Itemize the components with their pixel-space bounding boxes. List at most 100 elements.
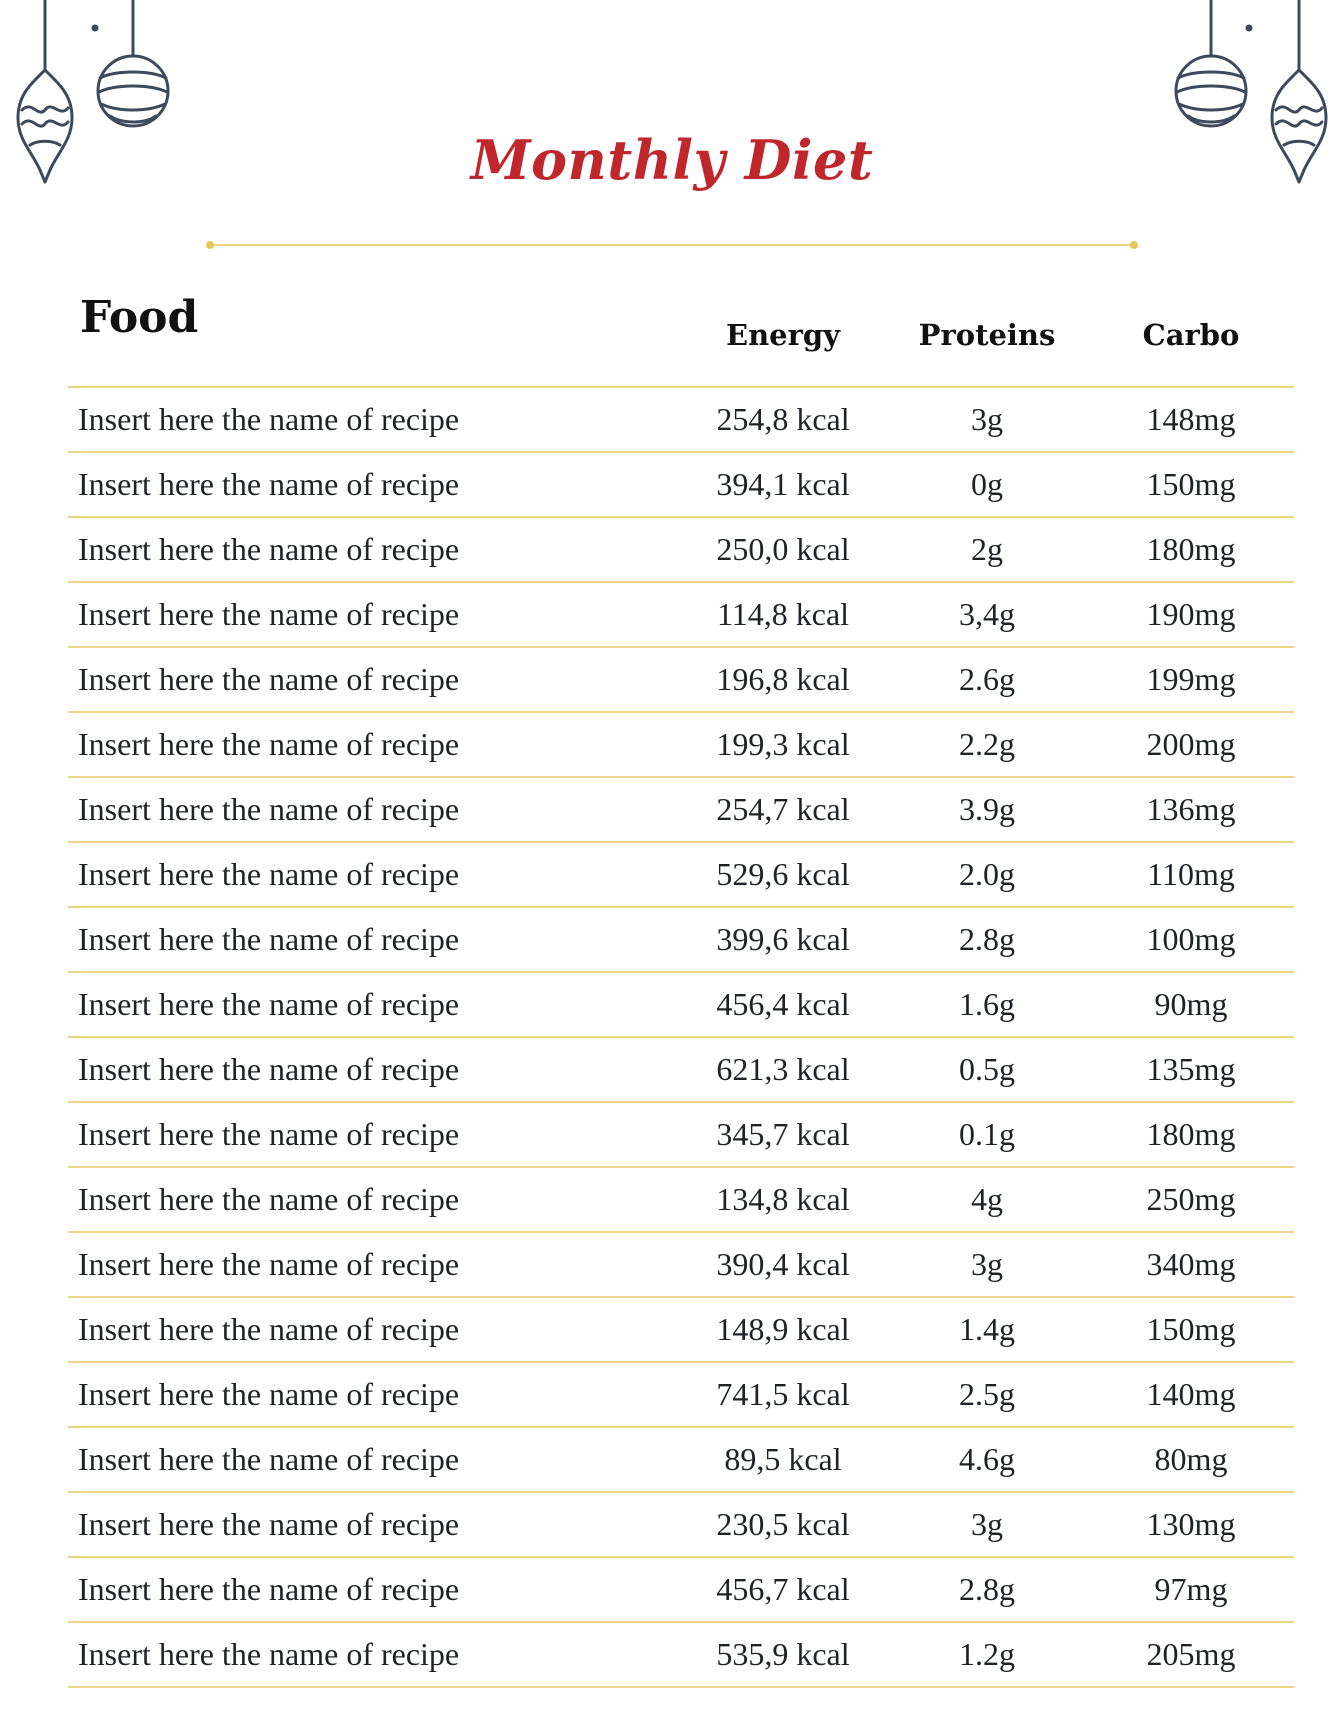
proteins-cell: 0g — [971, 466, 1003, 502]
proteins-cell: 4g — [971, 1181, 1003, 1217]
energy-cell: 456,7 kcal — [716, 1571, 850, 1607]
carbo-cell: 90mg — [1154, 986, 1228, 1022]
recipe-name-cell: Insert here the name of recipe — [78, 1376, 460, 1412]
energy-cell: 114,8 kcal — [716, 596, 850, 632]
energy-cell: 254,7 kcal — [716, 791, 850, 827]
table-row: Insert here the name of recipe 456,4 kcal… — [68, 973, 1294, 1038]
carbo-cell: 340mg — [1146, 1246, 1236, 1282]
carbo-cell: 180mg — [1146, 531, 1236, 567]
column-header-energy: Energy — [725, 318, 841, 352]
energy-cell: 390,4 kcal — [716, 1246, 850, 1282]
energy-cell: 134,8 kcal — [716, 1181, 850, 1217]
proteins-cell: 3,4g — [959, 596, 1015, 632]
table-row: Insert here the name of recipe 250,0 kcal… — [68, 518, 1294, 583]
energy-cell: 456,4 kcal — [716, 986, 850, 1022]
table-row: Insert here the name of recipe 230,5 kcal… — [68, 1493, 1294, 1558]
table-row: Insert here the name of recipe 456,7 kcal… — [68, 1558, 1294, 1623]
table-row: Insert here the name of recipe 114,8 kcal… — [68, 583, 1294, 648]
table-row: Insert here the name of recipe 134,8 kcal… — [68, 1168, 1294, 1233]
proteins-cell: 3g — [971, 401, 1003, 437]
carbo-cell: 199mg — [1146, 661, 1236, 697]
christmas-ornaments-right-icon — [1174, 0, 1328, 184]
carbo-cell: 150mg — [1146, 1311, 1236, 1347]
carbo-cell: 140mg — [1146, 1376, 1236, 1412]
proteins-cell: 2.6g — [959, 661, 1015, 697]
proteins-cell: 2.2g — [959, 726, 1015, 762]
table-row: Insert here the name of recipe 148,9 kcal… — [68, 1298, 1294, 1363]
table-row: Insert here the name of recipe 394,1 kcal… — [68, 453, 1294, 518]
carbo-cell: 130mg — [1146, 1506, 1236, 1542]
energy-cell: 89,5 kcal — [724, 1441, 842, 1477]
table-row: Insert here the name of recipe 199,3 kcal… — [68, 713, 1294, 778]
recipe-name-cell: Insert here the name of recipe — [78, 1571, 460, 1607]
energy-cell: 535,9 kcal — [716, 1636, 850, 1672]
table-row: Insert here the name of recipe 89,5 kcal 4… — [68, 1428, 1294, 1493]
carbo-cell: 80mg — [1154, 1441, 1228, 1477]
column-header-proteins: Proteins — [918, 318, 1056, 352]
proteins-cell: 2.5g — [959, 1376, 1015, 1412]
carbo-cell: 135mg — [1146, 1051, 1236, 1087]
carbo-cell: 205mg — [1146, 1636, 1236, 1672]
column-header-food: Food — [80, 292, 199, 343]
energy-cell: 345,7 kcal — [716, 1116, 850, 1152]
carbo-cell: 97mg — [1154, 1571, 1228, 1607]
recipe-name-cell: Insert here the name of recipe — [78, 856, 460, 892]
recipe-name-cell: Insert here the name of recipe — [78, 1636, 460, 1672]
proteins-cell: 3.9g — [959, 791, 1015, 827]
energy-cell: 741,5 kcal — [716, 1376, 850, 1412]
proteins-cell: 3g — [971, 1506, 1003, 1542]
carbo-cell: 148mg — [1146, 401, 1236, 437]
diet-table: Insert here the name of recipe 254,8 kcal… — [68, 386, 1294, 1688]
proteins-cell: 1.2g — [959, 1636, 1015, 1672]
christmas-ornaments-left-icon — [16, 0, 170, 184]
energy-cell: 621,3 kcal — [716, 1051, 850, 1087]
recipe-name-cell: Insert here the name of recipe — [78, 1441, 460, 1477]
table-row: Insert here the name of recipe 196,8 kcal… — [68, 648, 1294, 713]
recipe-name-cell: Insert here the name of recipe — [78, 986, 460, 1022]
carbo-cell: 250mg — [1146, 1181, 1236, 1217]
recipe-name-cell: Insert here the name of recipe — [78, 791, 460, 827]
table-row: Insert here the name of recipe 741,5 kcal… — [68, 1363, 1294, 1428]
proteins-cell: 0.1g — [959, 1116, 1015, 1152]
carbo-cell: 136mg — [1146, 791, 1236, 827]
table-row: Insert here the name of recipe 254,8 kcal… — [68, 386, 1294, 453]
energy-cell: 254,8 kcal — [716, 401, 850, 437]
table-row: Insert here the name of recipe 529,6 kcal… — [68, 843, 1294, 908]
recipe-name-cell: Insert here the name of recipe — [78, 726, 460, 762]
proteins-cell: 2.0g — [959, 856, 1015, 892]
recipe-name-cell: Insert here the name of recipe — [78, 1246, 460, 1282]
carbo-cell: 180mg — [1146, 1116, 1236, 1152]
table-row: Insert here the name of recipe 621,3 kcal… — [68, 1038, 1294, 1103]
energy-cell: 399,6 kcal — [716, 921, 850, 957]
proteins-cell: 1.4g — [959, 1311, 1015, 1347]
recipe-name-cell: Insert here the name of recipe — [78, 1181, 460, 1217]
page-title: Monthly Diet — [470, 128, 874, 192]
table-row: Insert here the name of recipe 254,7 kcal… — [68, 778, 1294, 843]
recipe-name-cell: Insert here the name of recipe — [78, 1506, 460, 1542]
proteins-cell: 2.8g — [959, 1571, 1015, 1607]
carbo-cell: 110mg — [1147, 856, 1235, 892]
recipe-name-cell: Insert here the name of recipe — [78, 1116, 460, 1152]
energy-cell: 250,0 kcal — [716, 531, 850, 567]
column-header-carbo: Carbo — [1142, 318, 1240, 352]
recipe-name-cell: Insert here the name of recipe — [78, 531, 460, 567]
recipe-name-cell: Insert here the name of recipe — [78, 921, 460, 957]
recipe-name-cell: Insert here the name of recipe — [78, 1311, 460, 1347]
recipe-name-cell: Insert here the name of recipe — [78, 596, 460, 632]
table-row: Insert here the name of recipe 399,6 kcal… — [68, 908, 1294, 973]
carbo-cell: 190mg — [1146, 596, 1236, 632]
energy-cell: 196,8 kcal — [716, 661, 850, 697]
title-divider — [206, 241, 1138, 249]
energy-cell: 529,6 kcal — [716, 856, 850, 892]
proteins-cell: 3g — [971, 1246, 1003, 1282]
carbo-cell: 200mg — [1146, 726, 1236, 762]
divider-dot — [1130, 241, 1138, 249]
proteins-cell: 1.6g — [959, 986, 1015, 1022]
proteins-cell: 0.5g — [959, 1051, 1015, 1087]
energy-cell: 199,3 kcal — [716, 726, 850, 762]
energy-cell: 394,1 kcal — [716, 466, 850, 502]
table-row: Insert here the name of recipe 345,7 kcal… — [68, 1103, 1294, 1168]
table-row: Insert here the name of recipe 535,9 kcal… — [68, 1623, 1294, 1688]
recipe-name-cell: Insert here the name of recipe — [78, 661, 460, 697]
table-row: Insert here the name of recipe 390,4 kcal… — [68, 1233, 1294, 1298]
